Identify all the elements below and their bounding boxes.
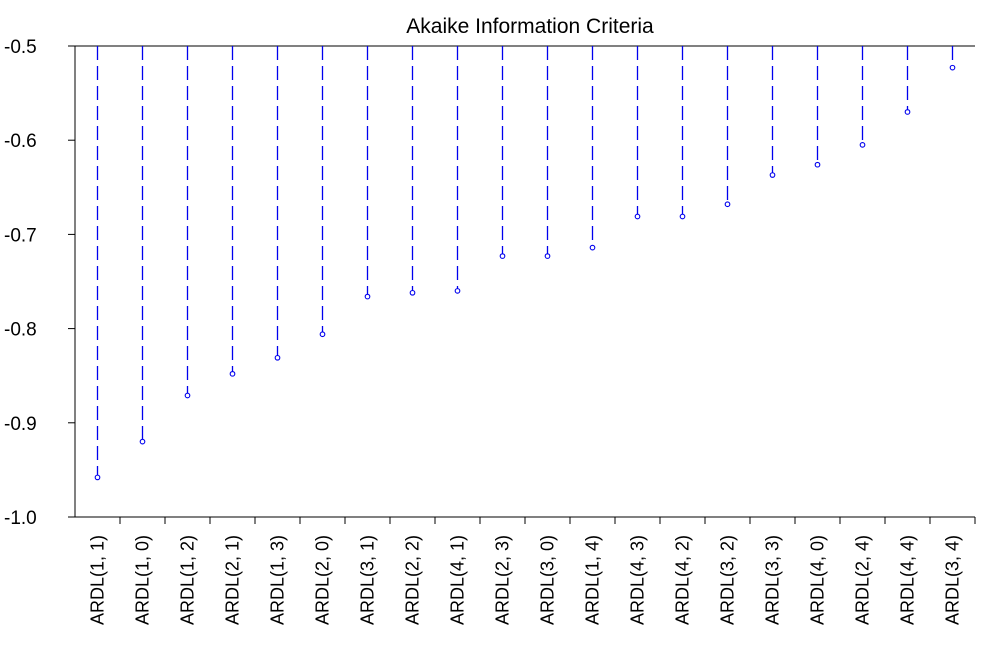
data-point: [724, 201, 731, 208]
y-tick-label: -0.8: [4, 320, 37, 341]
data-point: [499, 253, 506, 259]
x-tick-label: ARDL(1, 4): [583, 535, 603, 625]
data-point: [229, 370, 236, 377]
y-tick-label: -0.5: [4, 37, 37, 58]
x-tick-label: ARDL(4, 3): [628, 535, 648, 625]
data-point: [364, 293, 371, 300]
x-tick-label: ARDL(3, 4): [943, 535, 963, 625]
x-tick-label: ARDL(1, 3): [268, 535, 288, 625]
data-point: [904, 109, 911, 115]
x-tick-label: ARDL(4, 2): [673, 535, 693, 625]
y-tick-label: -0.9: [4, 414, 37, 435]
data-point: [409, 289, 416, 296]
data-point: [859, 142, 866, 148]
data-point: [454, 288, 461, 294]
x-tick-label: ARDL(1, 1): [88, 535, 108, 625]
chart-axes: [74, 45, 975, 518]
x-axis: ARDL(1, 1) ARDL(1, 0) ARDL(1, 2) ARDL(2, 1)…: [88, 517, 976, 625]
x-tick-label: ARDL(4, 0): [808, 535, 828, 625]
x-tick-label: ARDL(2, 0): [313, 535, 333, 625]
x-tick-label: ARDL(3, 3): [763, 535, 783, 625]
data-point: [544, 253, 551, 259]
x-tick-label: ARDL(2, 1): [223, 535, 243, 625]
y-tick-label: -0.7: [4, 225, 37, 246]
data-point: [634, 213, 641, 220]
data-point: [679, 213, 686, 220]
data-point: [949, 64, 956, 71]
data-point: [814, 161, 821, 168]
y-tick-label: -0.6: [4, 131, 37, 152]
x-tick-label: ARDL(3, 2): [718, 535, 738, 625]
y-axis: -0.5 -0.6 -0.7 -0.8 -0.9 -1.0: [4, 37, 75, 529]
x-tick-label: ARDL(1, 0): [133, 535, 153, 625]
x-tick-label: ARDL(2, 2): [403, 535, 423, 625]
x-tick-label: ARDL(4, 4): [898, 535, 918, 625]
data-point: [94, 474, 101, 481]
data-point: [319, 331, 326, 338]
chart-title: Akaike Information Criteria: [406, 15, 654, 38]
data-point: [769, 172, 776, 178]
x-tick-label: ARDL(3, 0): [538, 535, 558, 625]
data-point: [274, 354, 281, 361]
x-tick-label: ARDL(3, 1): [358, 535, 378, 625]
data-point: [589, 244, 596, 251]
y-tick-label: -1.0: [4, 508, 37, 529]
x-tick-label: ARDL(2, 3): [493, 535, 513, 625]
series-marks: [94, 46, 956, 481]
x-tick-label: ARDL(1, 2): [178, 535, 198, 625]
x-tick-label: ARDL(2, 4): [853, 535, 873, 625]
data-point: [184, 392, 191, 399]
x-tick-label: ARDL(4, 1): [448, 535, 468, 625]
data-point: [139, 438, 146, 445]
